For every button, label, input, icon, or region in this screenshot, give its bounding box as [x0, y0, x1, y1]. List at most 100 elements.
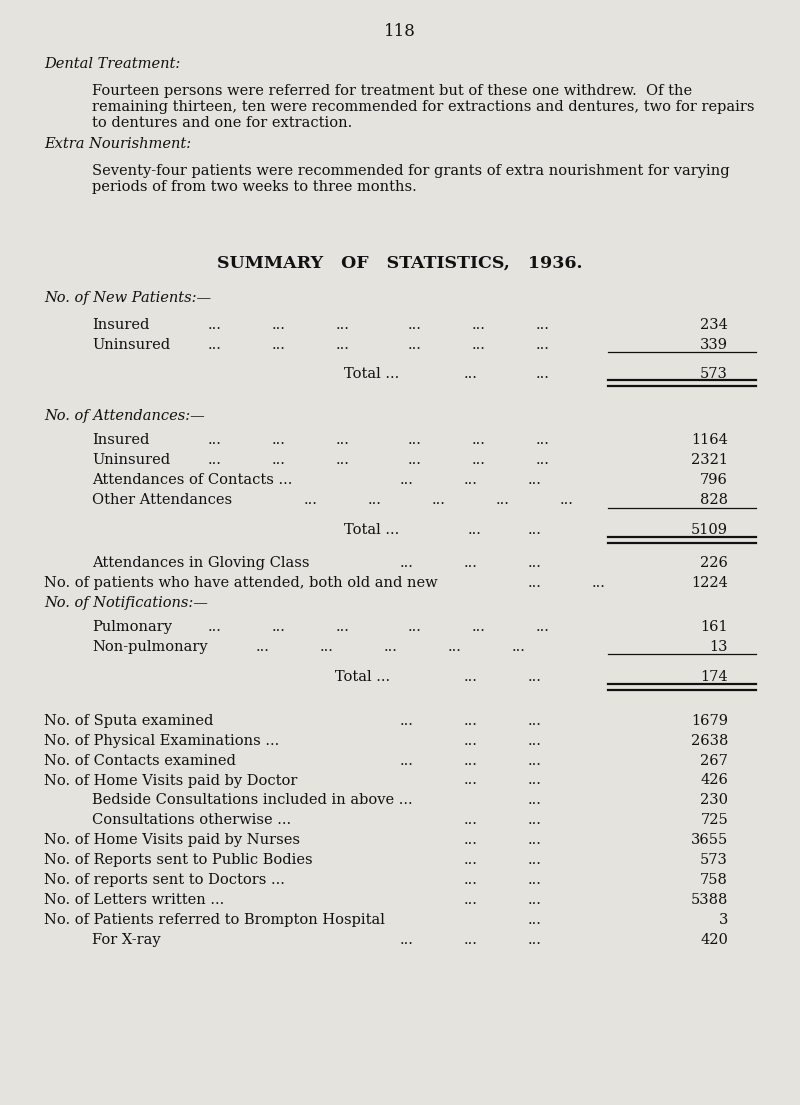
Text: 796: 796 — [700, 473, 728, 487]
Text: 828: 828 — [700, 493, 728, 507]
Text: Uninsured: Uninsured — [92, 338, 170, 352]
Text: ...: ... — [400, 473, 414, 487]
Text: 1164: 1164 — [691, 433, 728, 448]
Text: ...: ... — [560, 493, 574, 507]
Text: ...: ... — [528, 913, 542, 927]
Text: 420: 420 — [700, 933, 728, 947]
Text: ...: ... — [408, 433, 422, 448]
Text: ...: ... — [400, 933, 414, 947]
Text: ...: ... — [528, 473, 542, 487]
Text: Attendances in Gloving Class: Attendances in Gloving Class — [92, 556, 310, 570]
Text: ...: ... — [464, 893, 478, 907]
Text: No. of Letters written ...: No. of Letters written ... — [44, 893, 224, 907]
Text: 118: 118 — [384, 23, 416, 40]
Text: Insured: Insured — [92, 433, 150, 448]
Text: Total ...: Total ... — [344, 523, 399, 537]
Text: ...: ... — [320, 640, 334, 654]
Text: ...: ... — [336, 338, 350, 352]
Text: ...: ... — [468, 523, 482, 537]
Text: ...: ... — [528, 774, 542, 788]
Text: No. of reports sent to Doctors ...: No. of reports sent to Doctors ... — [44, 873, 285, 887]
Text: ...: ... — [272, 453, 286, 467]
Text: ...: ... — [408, 318, 422, 333]
Text: ...: ... — [528, 793, 542, 808]
Text: ...: ... — [464, 556, 478, 570]
Text: Bedside Consultations included in above ...: Bedside Consultations included in above … — [92, 793, 413, 808]
Text: 339: 339 — [700, 338, 728, 352]
Text: ...: ... — [208, 433, 222, 448]
Text: ...: ... — [208, 318, 222, 333]
Text: Total ...: Total ... — [344, 367, 399, 381]
Text: ...: ... — [528, 893, 542, 907]
Text: 2321: 2321 — [691, 453, 728, 467]
Text: ...: ... — [536, 453, 550, 467]
Text: ...: ... — [512, 640, 526, 654]
Text: ...: ... — [528, 754, 542, 768]
Text: 1679: 1679 — [691, 714, 728, 728]
Text: ...: ... — [496, 493, 510, 507]
Text: For X-ray: For X-ray — [92, 933, 161, 947]
Text: ...: ... — [464, 853, 478, 867]
Text: ...: ... — [472, 620, 486, 634]
Text: 234: 234 — [700, 318, 728, 333]
Text: SUMMARY   OF   STATISTICS,   1936.: SUMMARY OF STATISTICS, 1936. — [218, 254, 582, 271]
Text: 2638: 2638 — [690, 734, 728, 748]
Text: No. of Home Visits paid by Doctor: No. of Home Visits paid by Doctor — [44, 774, 298, 788]
Text: 174: 174 — [700, 670, 728, 684]
Text: ...: ... — [528, 833, 542, 848]
Text: ...: ... — [464, 813, 478, 828]
Text: ...: ... — [592, 576, 606, 590]
Text: ...: ... — [384, 640, 398, 654]
Text: 5109: 5109 — [691, 523, 728, 537]
Text: ...: ... — [272, 338, 286, 352]
Text: 573: 573 — [700, 367, 728, 381]
Text: Fourteen persons were referred for treatment but of these one withdrew.  Of the
: Fourteen persons were referred for treat… — [92, 84, 754, 130]
Text: Uninsured: Uninsured — [92, 453, 170, 467]
Text: ...: ... — [536, 367, 550, 381]
Text: 13: 13 — [710, 640, 728, 654]
Text: No. of patients who have attended, both old and new: No. of patients who have attended, both … — [44, 576, 438, 590]
Text: 5388: 5388 — [690, 893, 728, 907]
Text: ...: ... — [472, 318, 486, 333]
Text: ...: ... — [448, 640, 462, 654]
Text: No. of Notifications:—: No. of Notifications:— — [44, 596, 208, 610]
Text: ...: ... — [272, 433, 286, 448]
Text: ...: ... — [472, 453, 486, 467]
Text: ...: ... — [464, 734, 478, 748]
Text: 426: 426 — [700, 774, 728, 788]
Text: ...: ... — [464, 714, 478, 728]
Text: ...: ... — [528, 853, 542, 867]
Text: 573: 573 — [700, 853, 728, 867]
Text: ...: ... — [336, 453, 350, 467]
Text: ...: ... — [528, 556, 542, 570]
Text: ...: ... — [336, 318, 350, 333]
Text: 267: 267 — [700, 754, 728, 768]
Text: ...: ... — [536, 338, 550, 352]
Text: ...: ... — [464, 833, 478, 848]
Text: Pulmonary: Pulmonary — [92, 620, 172, 634]
Text: Attendances of Contacts ...: Attendances of Contacts ... — [92, 473, 292, 487]
Text: ...: ... — [536, 318, 550, 333]
Text: ...: ... — [368, 493, 382, 507]
Text: 226: 226 — [700, 556, 728, 570]
Text: 161: 161 — [700, 620, 728, 634]
Text: ...: ... — [464, 933, 478, 947]
Text: 725: 725 — [700, 813, 728, 828]
Text: ...: ... — [272, 318, 286, 333]
Text: ...: ... — [528, 813, 542, 828]
Text: ...: ... — [408, 453, 422, 467]
Text: Dental Treatment:: Dental Treatment: — [44, 57, 180, 72]
Text: ...: ... — [472, 433, 486, 448]
Text: ...: ... — [528, 523, 542, 537]
Text: 3655: 3655 — [690, 833, 728, 848]
Text: No. of Reports sent to Public Bodies: No. of Reports sent to Public Bodies — [44, 853, 313, 867]
Text: No. of Patients referred to Brompton Hospital: No. of Patients referred to Brompton Hos… — [44, 913, 385, 927]
Text: ...: ... — [464, 473, 478, 487]
Text: No. of Sputa examined: No. of Sputa examined — [44, 714, 214, 728]
Text: ...: ... — [464, 754, 478, 768]
Text: ...: ... — [464, 774, 478, 788]
Text: ...: ... — [400, 714, 414, 728]
Text: ...: ... — [400, 556, 414, 570]
Text: ...: ... — [208, 620, 222, 634]
Text: ...: ... — [528, 576, 542, 590]
